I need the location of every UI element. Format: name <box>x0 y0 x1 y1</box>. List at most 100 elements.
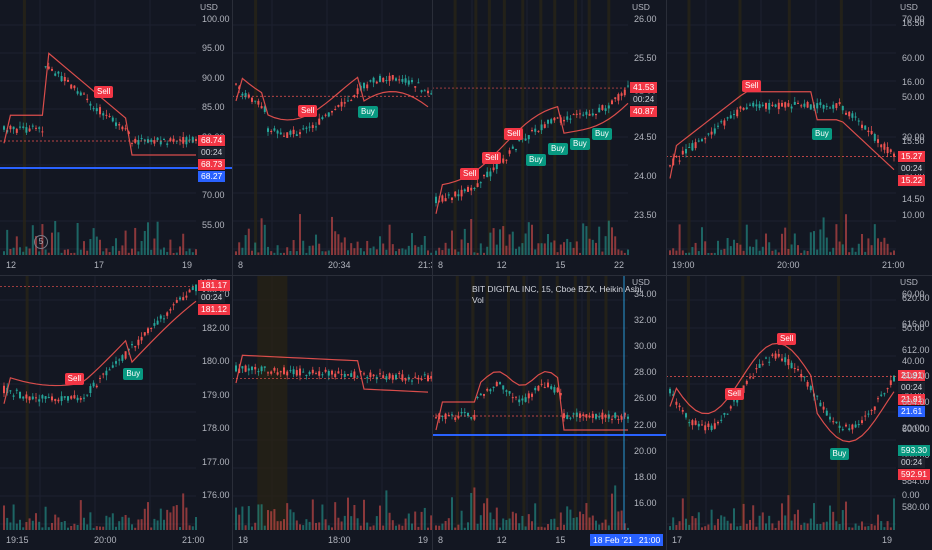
volume-bar <box>273 509 276 530</box>
chart-pane-8[interactable]: 60.0050.0040.0030.0020.0010.000.001719US… <box>666 275 932 550</box>
volume-bar <box>57 517 60 530</box>
volume-bar <box>534 249 537 255</box>
candle-body <box>787 359 790 366</box>
price-chart-canvas[interactable] <box>232 0 432 275</box>
volume-bar <box>457 251 460 255</box>
candle-body <box>460 412 463 414</box>
volume-bar <box>505 519 508 530</box>
candle-body <box>553 117 556 121</box>
candle-body <box>524 138 527 141</box>
volume-bar <box>713 525 716 530</box>
candle-body <box>430 376 432 379</box>
candle-body <box>752 377 755 379</box>
volume-bar <box>251 526 253 530</box>
volume-bar <box>691 516 694 530</box>
secondary-price-axis-label: 604.00 <box>902 397 930 408</box>
candle-body <box>822 105 825 109</box>
chart-pane-3[interactable]: 26.0025.5025.0024.5024.0023.508121522USD… <box>432 0 666 275</box>
session-band <box>587 0 591 255</box>
volume-bar <box>191 526 194 530</box>
price-chart-canvas[interactable] <box>666 275 932 550</box>
candle-body <box>156 137 159 141</box>
chart-pane-4[interactable]: 70.0060.0050.0030.0020.0010.0019:0020:00… <box>666 0 932 275</box>
volume-bar <box>92 228 95 255</box>
chart-pane-5[interactable]: 183.00182.00180.00179.00178.00177.00176.… <box>0 275 232 550</box>
volume-bar <box>95 236 98 255</box>
price-chart-canvas[interactable] <box>432 275 666 550</box>
candle-body <box>534 128 537 132</box>
candle-body <box>63 396 66 398</box>
price-tag: 00:24 <box>630 94 658 106</box>
volume-bar <box>435 250 437 255</box>
candle-body <box>420 90 423 92</box>
volume-bar <box>172 506 175 530</box>
candle-body <box>694 420 697 425</box>
chart-pane-7[interactable]: 34.00 32.00 30.00 28.00 26.00 22.00 20.00 18.00… <box>432 275 666 550</box>
candle-body <box>35 127 37 129</box>
volume-bar <box>147 222 149 255</box>
secondary-price-tag: 00:24 <box>898 457 926 468</box>
candle-body <box>404 378 407 381</box>
price-chart-canvas[interactable] <box>666 0 932 275</box>
volume-bar <box>755 526 758 530</box>
volume-bar <box>854 251 857 255</box>
volume-bar <box>688 252 691 255</box>
volume-bar <box>137 519 140 530</box>
candle-body <box>47 66 50 69</box>
volume-bar <box>723 248 726 255</box>
candle-body <box>441 416 444 418</box>
candle-body <box>35 397 37 399</box>
candle-body <box>22 396 25 399</box>
candle-body <box>678 160 681 162</box>
candle-body <box>166 143 169 145</box>
candle-body <box>57 399 60 402</box>
volume-bar <box>299 524 301 530</box>
candle-body <box>311 369 314 374</box>
volume-bar <box>185 251 188 255</box>
candle-body <box>331 370 333 375</box>
volume-bar <box>813 231 815 255</box>
volume-bar <box>124 514 127 530</box>
pane-divider[interactable] <box>0 275 932 276</box>
price-chart-canvas[interactable] <box>0 275 232 550</box>
candle-body <box>749 377 751 379</box>
volume-bar <box>873 525 876 530</box>
candle-body <box>531 130 533 132</box>
price-tag: 68.74 <box>198 135 226 146</box>
volume-bar <box>457 524 460 530</box>
secondary-price-axis-label: 612.00 <box>902 345 930 356</box>
volume-bar <box>540 243 543 255</box>
candle-body <box>486 388 489 391</box>
price-chart-canvas[interactable] <box>432 0 666 275</box>
candle-body <box>395 374 397 380</box>
volume-bar <box>334 502 337 530</box>
candle-body <box>398 79 401 81</box>
candle-body <box>857 120 860 122</box>
volume-bar <box>710 252 713 255</box>
candle-body <box>591 113 594 116</box>
volume-bar <box>579 252 581 255</box>
candle-body <box>191 287 194 290</box>
volume-bar <box>825 521 828 530</box>
candle-body <box>188 139 191 141</box>
candle-body <box>375 81 378 84</box>
volume-bar <box>70 525 73 530</box>
time-axis-label: 17 <box>672 535 683 545</box>
volume-bar <box>841 244 844 255</box>
price-axis-label: 0.00 <box>902 490 920 501</box>
candle-body <box>822 406 825 410</box>
volume-bar <box>857 525 860 530</box>
price-chart-canvas[interactable] <box>232 275 432 550</box>
volume-bar <box>44 506 47 530</box>
candle-body <box>67 79 69 82</box>
volume-bar <box>235 251 237 255</box>
candle-body <box>366 84 369 89</box>
time-axis-label: 12 <box>496 260 507 270</box>
volume-bar <box>790 520 793 530</box>
candle-body <box>508 391 511 394</box>
indicator-count-badge[interactable]: 5 <box>34 235 48 249</box>
chart-pane-1[interactable]: 100.0095.0090.0085.0080.0075.0070.0055.0… <box>0 0 232 275</box>
volume-bar <box>851 527 854 530</box>
